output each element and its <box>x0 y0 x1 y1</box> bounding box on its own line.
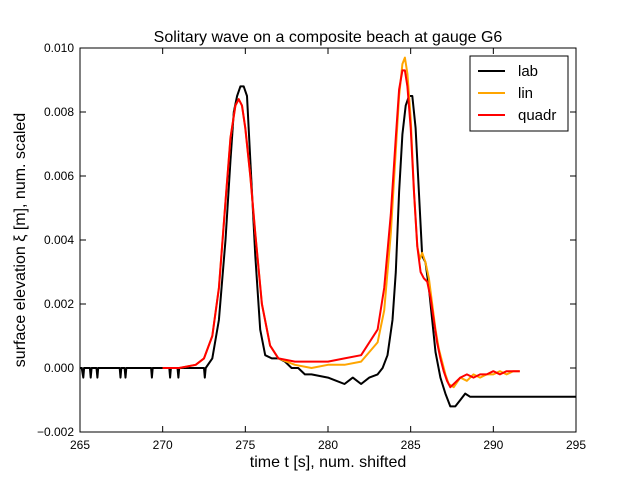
legend-label-lab: lab <box>518 63 538 80</box>
x-tick-label: 295 <box>566 438 586 452</box>
y-tick-label: 0.004 <box>44 233 74 247</box>
x-tick-label: 275 <box>235 438 255 452</box>
y-tick-label: 0.006 <box>44 169 74 183</box>
legend: lab lin quadr <box>470 56 568 131</box>
y-tick-label: 0.002 <box>44 297 74 311</box>
legend-label-lin: lin <box>518 85 533 102</box>
series-line-lab <box>80 86 576 406</box>
x-tick-label: 265 <box>70 438 90 452</box>
x-axis-label: time t [s], num. shifted <box>250 454 407 471</box>
x-tick-label: 270 <box>153 438 173 452</box>
x-tick-label: 280 <box>318 438 338 452</box>
y-tick-label: 0.000 <box>44 361 74 375</box>
y-axis-label: surface elevation ξ [m], num. scaled <box>12 113 29 367</box>
chart-title: Solitary wave on a composite beach at ga… <box>154 29 503 46</box>
y-tick-label: 0.008 <box>44 105 74 119</box>
y-tick-label: 0.010 <box>44 41 74 55</box>
y-tick-label: −0.002 <box>37 425 74 439</box>
x-tick-label: 290 <box>483 438 503 452</box>
x-tick-label: 285 <box>401 438 421 452</box>
legend-label-quadr: quadr <box>518 107 556 124</box>
